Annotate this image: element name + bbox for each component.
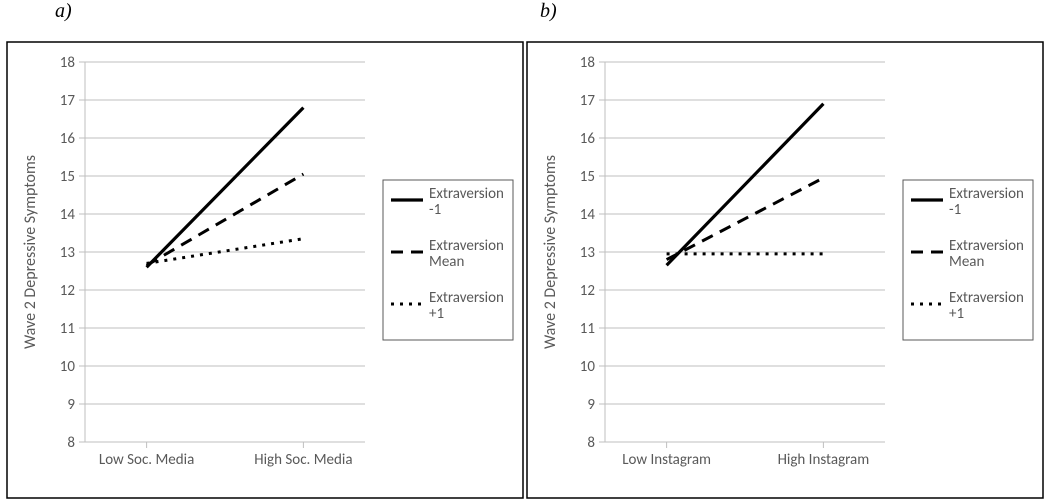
svg-text:14: 14 xyxy=(580,206,596,224)
svg-text:12: 12 xyxy=(60,282,75,300)
svg-text:14: 14 xyxy=(60,206,76,224)
svg-text:16: 16 xyxy=(580,130,596,148)
svg-text:11: 11 xyxy=(580,320,595,338)
svg-text:9: 9 xyxy=(67,396,75,414)
svg-text:9: 9 xyxy=(587,396,595,414)
svg-text:+1: +1 xyxy=(949,305,964,323)
svg-text:15: 15 xyxy=(580,168,595,186)
svg-text:18: 18 xyxy=(60,54,75,72)
svg-text:13: 13 xyxy=(580,244,596,262)
svg-text:+1: +1 xyxy=(429,305,444,323)
svg-text:-1: -1 xyxy=(949,201,961,219)
svg-text:17: 17 xyxy=(580,92,596,110)
svg-text:Low Soc. Media: Low Soc. Media xyxy=(99,451,194,469)
svg-text:-1: -1 xyxy=(429,201,441,219)
svg-text:18: 18 xyxy=(580,54,595,72)
svg-text:15: 15 xyxy=(60,168,75,186)
panel-b-label: b) xyxy=(540,0,557,23)
svg-text:11: 11 xyxy=(60,320,75,338)
svg-text:17: 17 xyxy=(60,92,76,110)
chart-b: 8 9 10 11 12 13 14 15 16 17 18 Low Instagram High In… xyxy=(525,40,1045,500)
svg-text:12: 12 xyxy=(580,282,595,300)
svg-text:High Soc. Media: High Soc. Media xyxy=(254,451,352,469)
svg-text:10: 10 xyxy=(580,358,596,376)
svg-text:High Instagram: High Instagram xyxy=(778,451,870,469)
svg-text:16: 16 xyxy=(60,130,76,148)
svg-text:13: 13 xyxy=(60,244,76,262)
svg-text:Mean: Mean xyxy=(429,253,464,271)
svg-text:8: 8 xyxy=(67,434,75,452)
svg-text:Mean: Mean xyxy=(949,253,984,271)
svg-text:8: 8 xyxy=(587,434,595,452)
chart-a: 8 9 10 11 12 13 14 15 16 17 18 Low Soc. Media High S… xyxy=(5,40,525,500)
panel-a-label: a) xyxy=(55,0,72,23)
svg-text:Low Instagram: Low Instagram xyxy=(622,451,711,469)
y-axis-label: Wave 2 Depressive Symptoms xyxy=(21,155,40,349)
svg-text:10: 10 xyxy=(60,358,76,376)
y-axis-label: Wave 2 Depressive Symptoms xyxy=(541,155,560,349)
